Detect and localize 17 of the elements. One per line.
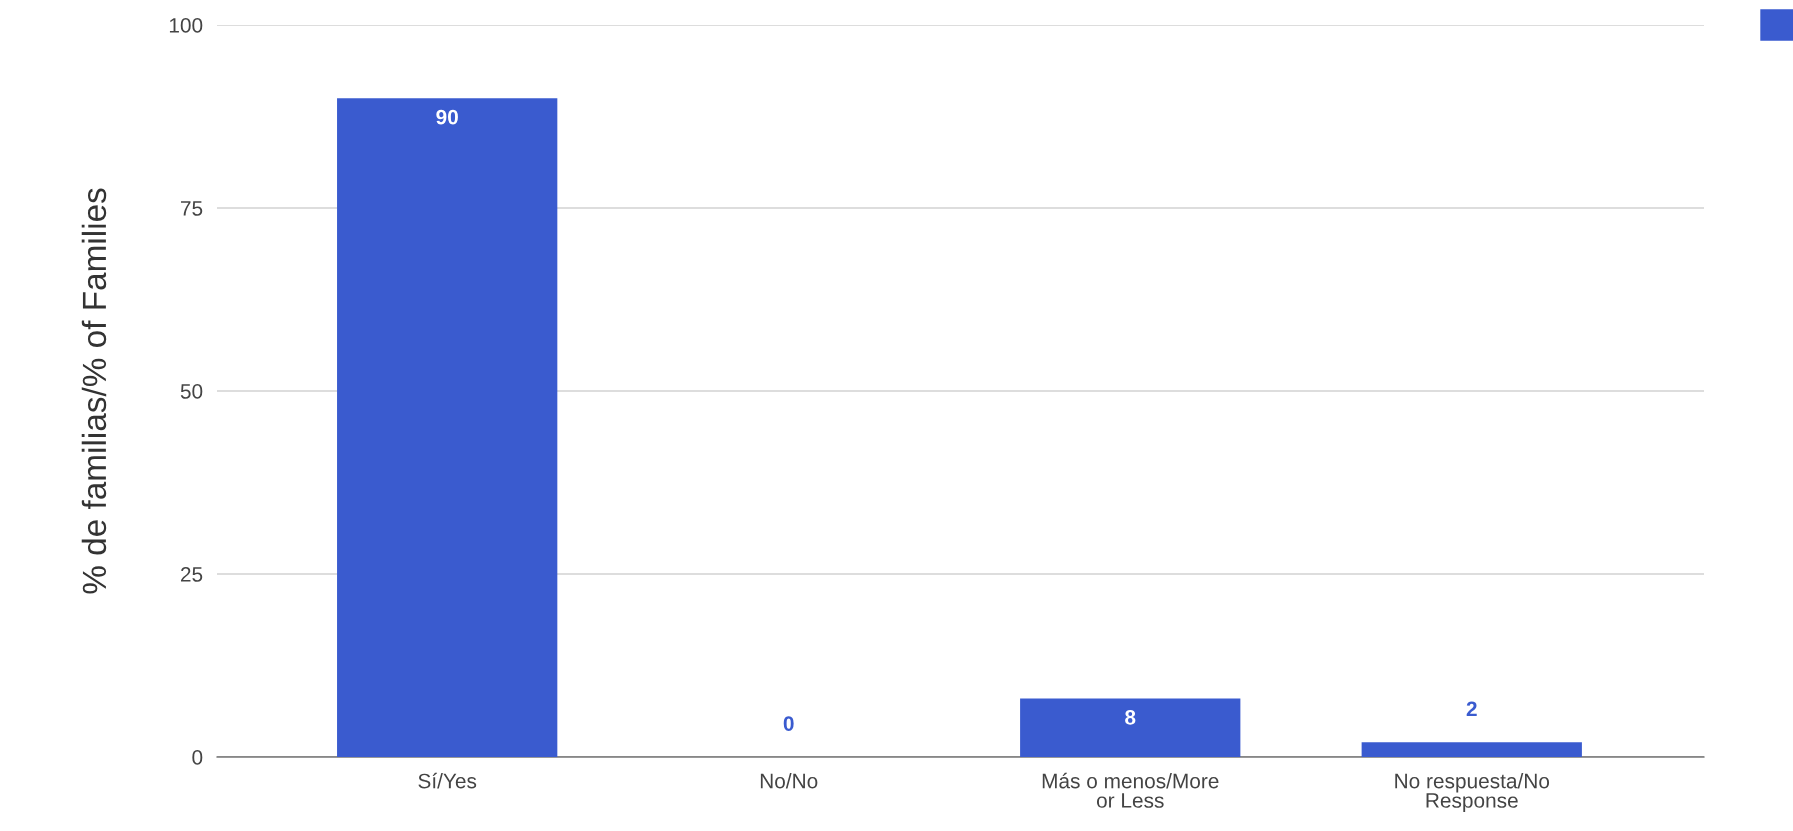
bar — [1361, 742, 1582, 757]
data-label: 8 — [1125, 709, 1136, 725]
y-tick-label: 0 — [192, 750, 203, 765]
y-tick-label: 100 — [169, 18, 203, 33]
bar — [337, 98, 558, 757]
y-axis-title: % de familias/% of Families — [81, 188, 107, 594]
x-tick-label: No/No — [760, 773, 818, 789]
x-tick-label: No respuesta/No Response — [1395, 773, 1550, 812]
y-tick-label: 25 — [180, 567, 203, 582]
x-tick-label: Más o menos/More or Less — [1042, 772, 1219, 808]
data-label: 0 — [783, 716, 794, 731]
data-label: 90 — [436, 109, 458, 125]
data-label: 2 — [1466, 701, 1477, 717]
y-tick-label: 50 — [180, 384, 203, 399]
bar — [1020, 698, 1241, 757]
y-tick-label: 75 — [181, 201, 203, 216]
x-tick-label: Sí/Yes — [418, 772, 477, 789]
